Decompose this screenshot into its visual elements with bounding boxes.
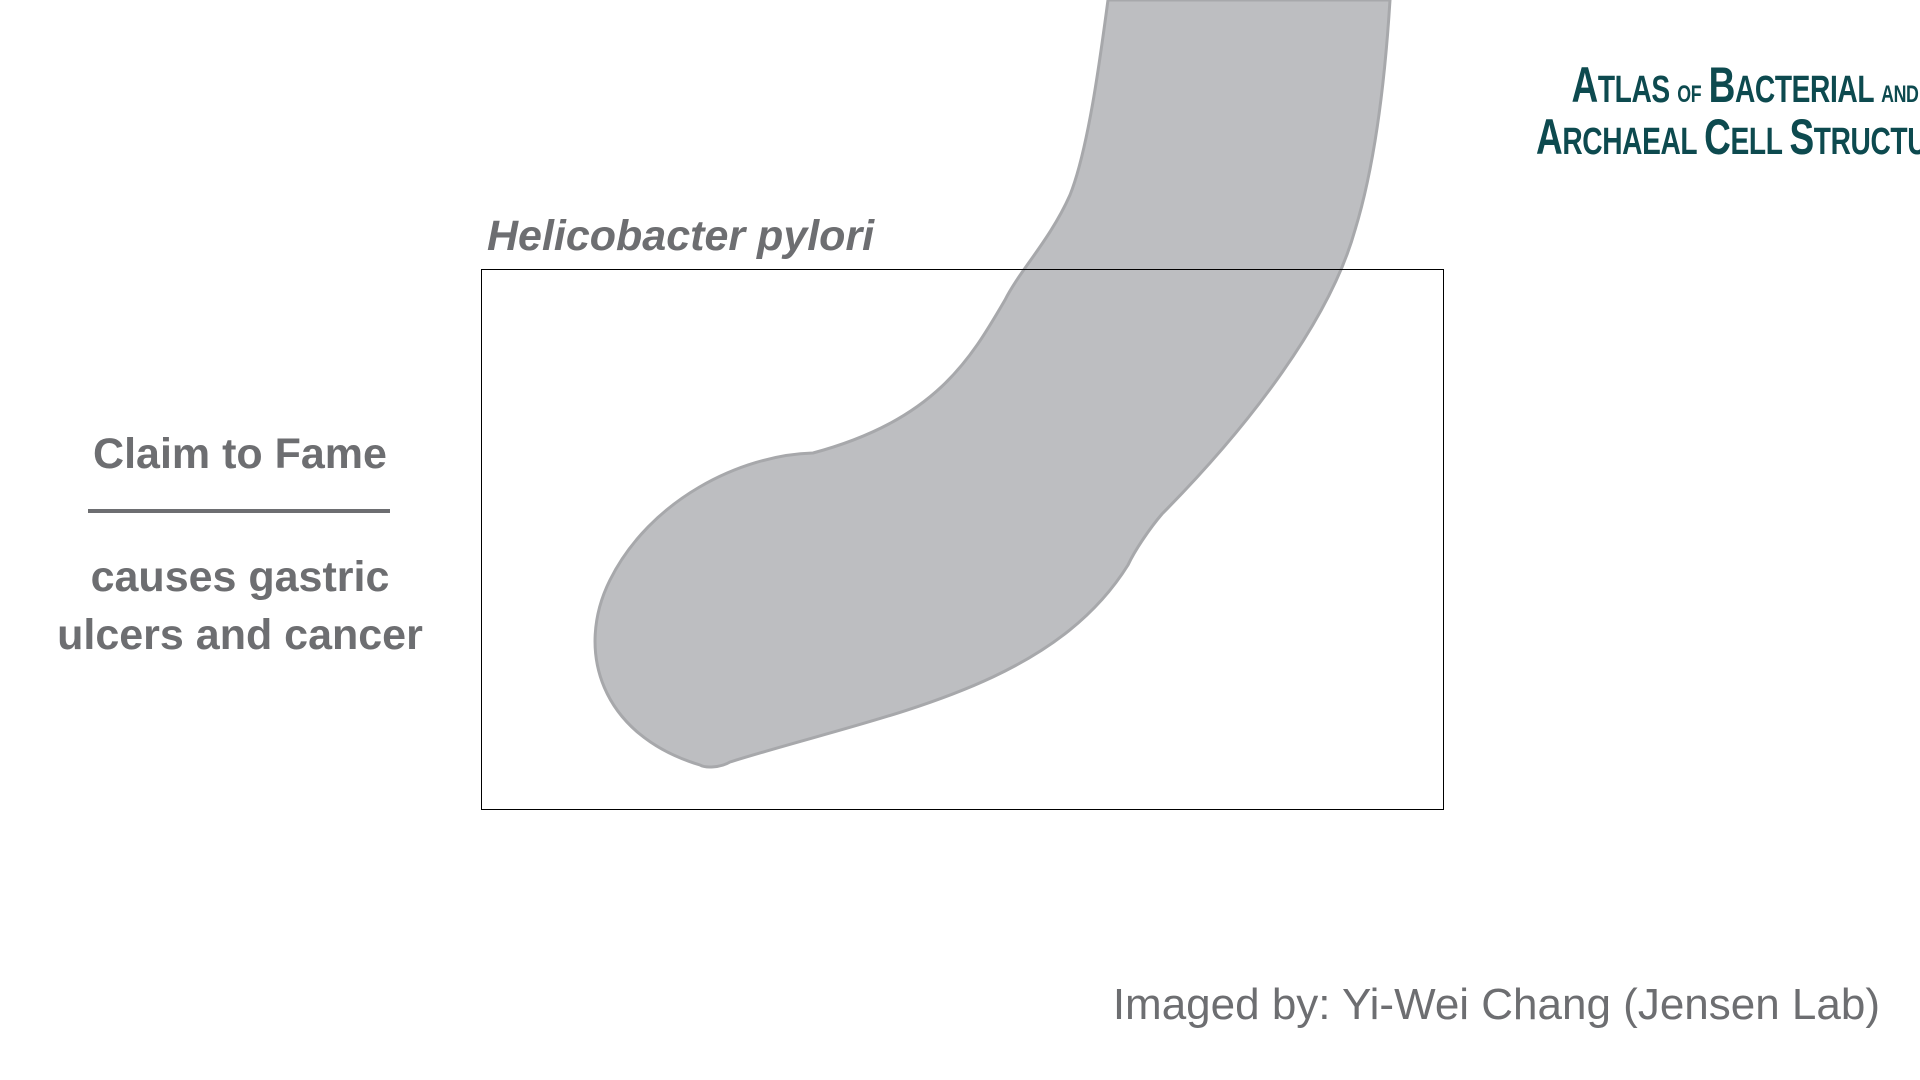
logo-text: B [1708,57,1736,113]
logo-text: AND [1881,81,1919,108]
logo-text: TRUCTURE [1813,121,1920,163]
logo-line-2: ARCHAEAL CELL STRUCTURE [1536,109,1920,165]
logo-text: ACTERIAL [1734,69,1874,111]
claim-text-line-1: causes gastric [90,553,390,601]
logo-text: C [1704,109,1731,165]
claim-to-fame-text: causes gastric ulcers and cancer [40,548,440,664]
logo-line-1: ATLAS OF BACTERIAL AND [1571,57,1919,113]
logo-text: S [1789,109,1814,165]
atlas-logo: ATLAS OF BACTERIAL AND ARCHAEAL CELL STR… [1536,57,1920,165]
claim-text-line-2: ulcers and cancer [57,611,423,659]
logo-text: TLAS [1597,69,1670,111]
logo-text: RCHAEAL [1562,121,1697,163]
species-title: Helicobacter pylori [487,212,875,260]
claim-to-fame-heading: Claim to Fame [93,430,387,478]
cell-body [593,0,1392,769]
logo-text: A [1571,57,1599,113]
claim-divider [88,509,390,513]
logo-text: OF [1677,81,1702,108]
video-frame [481,269,1444,810]
logo-text: A [1536,109,1563,165]
imaged-by-credit: Imaged by: Yi-Wei Chang (Jensen Lab) [1112,980,1880,1029]
logo-text: ELL [1730,121,1783,163]
